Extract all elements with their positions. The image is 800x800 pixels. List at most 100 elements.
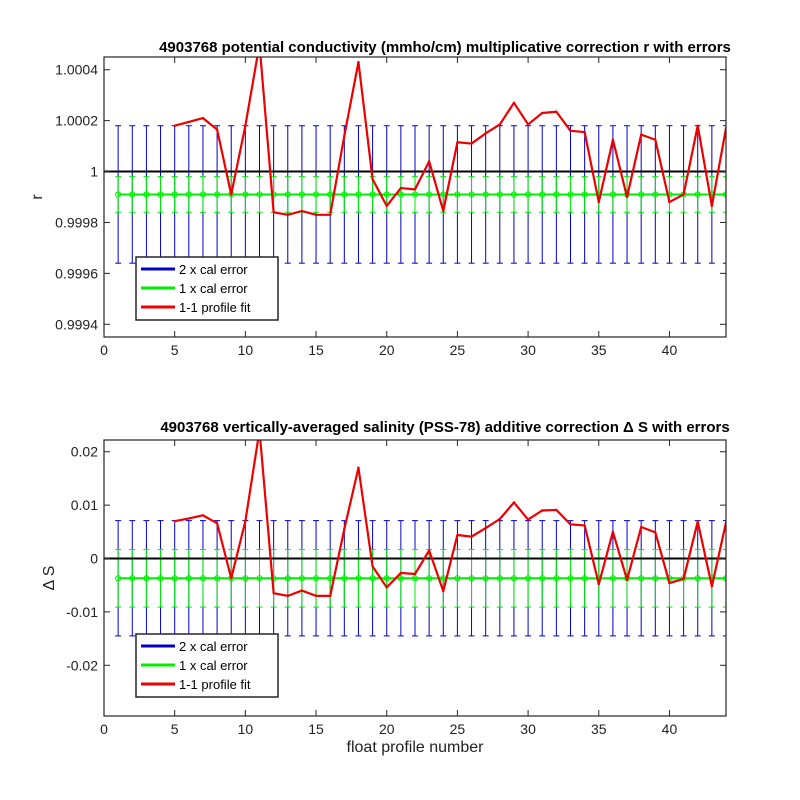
cal-center-marker — [284, 191, 291, 198]
cal-center-marker — [694, 575, 701, 582]
data-point — [611, 530, 615, 534]
legend-label: 1-1 profile fit — [179, 300, 251, 315]
cal-center-marker — [369, 575, 376, 582]
cal-center-marker — [157, 191, 164, 198]
data-point — [230, 193, 233, 196]
data-point — [371, 177, 374, 181]
data-point — [173, 124, 176, 127]
data-point — [456, 141, 459, 144]
x-axis-label: float profile number — [347, 739, 485, 756]
legend-label: 2 x cal error — [179, 262, 248, 277]
data-point — [696, 124, 699, 127]
cal-center-marker — [256, 191, 263, 198]
data-point — [498, 517, 502, 521]
data-point — [639, 525, 643, 529]
data-point — [187, 120, 191, 124]
data-point — [484, 132, 487, 135]
cal-center-marker — [157, 575, 164, 582]
x-tick-label: 0 — [100, 342, 108, 358]
data-point — [583, 524, 586, 527]
cal-center-marker — [383, 191, 390, 198]
cal-center-marker — [482, 575, 489, 582]
data-point — [625, 195, 629, 199]
cal-center-marker — [327, 575, 334, 582]
x-tick-label: 25 — [450, 721, 466, 737]
data-point — [597, 582, 600, 586]
cal-center-marker — [482, 191, 489, 198]
x-tick-label: 15 — [308, 342, 324, 358]
data-point — [314, 594, 318, 598]
data-point — [328, 594, 332, 598]
data-point — [328, 213, 332, 217]
cal-center-marker — [115, 191, 122, 198]
cal-center-marker — [199, 191, 207, 198]
panel-1: 4903768 potential conductivity (mmho/cm)… — [29, 39, 731, 358]
data-point — [442, 209, 445, 213]
cal-center-marker — [256, 575, 263, 582]
data-point — [654, 531, 657, 534]
data-point — [399, 571, 403, 575]
y-tick-label: 1.0002 — [55, 113, 98, 129]
data-point — [357, 466, 360, 469]
cal-center-marker — [609, 575, 617, 582]
cal-center-marker — [638, 575, 645, 582]
cal-center-marker — [581, 575, 588, 582]
data-point — [286, 594, 289, 598]
x-tick-label: 35 — [591, 342, 607, 358]
cal-center-marker — [426, 191, 433, 198]
x-tick-label: 5 — [171, 342, 179, 358]
data-point — [215, 128, 219, 131]
data-point — [343, 527, 346, 531]
data-point — [555, 110, 558, 113]
y-axis-label: Δ S — [41, 566, 58, 591]
data-point — [314, 213, 318, 217]
cal-center-marker — [397, 191, 404, 198]
data-point — [272, 211, 275, 214]
cal-center-marker — [411, 191, 419, 198]
cal-center-marker — [312, 575, 320, 582]
data-point — [456, 533, 459, 537]
cal-center-marker — [539, 575, 546, 582]
cal-center-marker — [510, 191, 518, 198]
legend-label: 1 x cal error — [179, 658, 248, 673]
series-line-profile-fit — [174, 57, 726, 216]
cal-center-marker — [539, 191, 546, 198]
cal-center-marker — [129, 575, 136, 582]
data-point — [625, 578, 629, 582]
legend: 2 x cal error 1 x cal error 1-1 profile fi… — [135, 256, 279, 321]
data-point — [413, 572, 417, 576]
y-tick-label: 0.02 — [71, 444, 98, 460]
data-point — [639, 133, 643, 136]
data-point — [371, 565, 374, 568]
data-point — [244, 519, 247, 523]
data-point — [201, 116, 205, 120]
cal-center-marker — [524, 575, 532, 582]
panel-2: 4903768 vertically-averaged salinity (PS… — [41, 419, 730, 756]
data-point — [597, 200, 600, 204]
cal-center-marker — [185, 575, 192, 582]
x-tick-label: 30 — [520, 342, 536, 358]
data-point — [230, 577, 233, 580]
plot-content — [104, 57, 726, 264]
cal-center-marker — [411, 575, 419, 582]
data-point — [654, 138, 657, 141]
data-point — [541, 509, 544, 512]
data-point — [187, 517, 191, 520]
cal-center-marker — [397, 575, 404, 582]
data-point — [512, 101, 516, 105]
cal-center-marker — [609, 191, 617, 198]
cal-center-marker — [567, 191, 574, 198]
data-point — [710, 585, 714, 588]
cal-center-marker — [341, 575, 348, 582]
cal-center-marker — [454, 191, 461, 198]
data-point — [696, 520, 699, 523]
x-tick-label: 10 — [238, 342, 254, 358]
data-point — [470, 535, 473, 538]
data-point — [385, 586, 388, 589]
cal-center-marker — [298, 575, 306, 582]
y-tick-label: -0.02 — [66, 657, 98, 673]
x-tick-label: 25 — [450, 342, 466, 358]
x-tick-label: 0 — [100, 721, 108, 737]
data-point — [201, 514, 205, 517]
y-tick-label: 1 — [90, 164, 98, 180]
